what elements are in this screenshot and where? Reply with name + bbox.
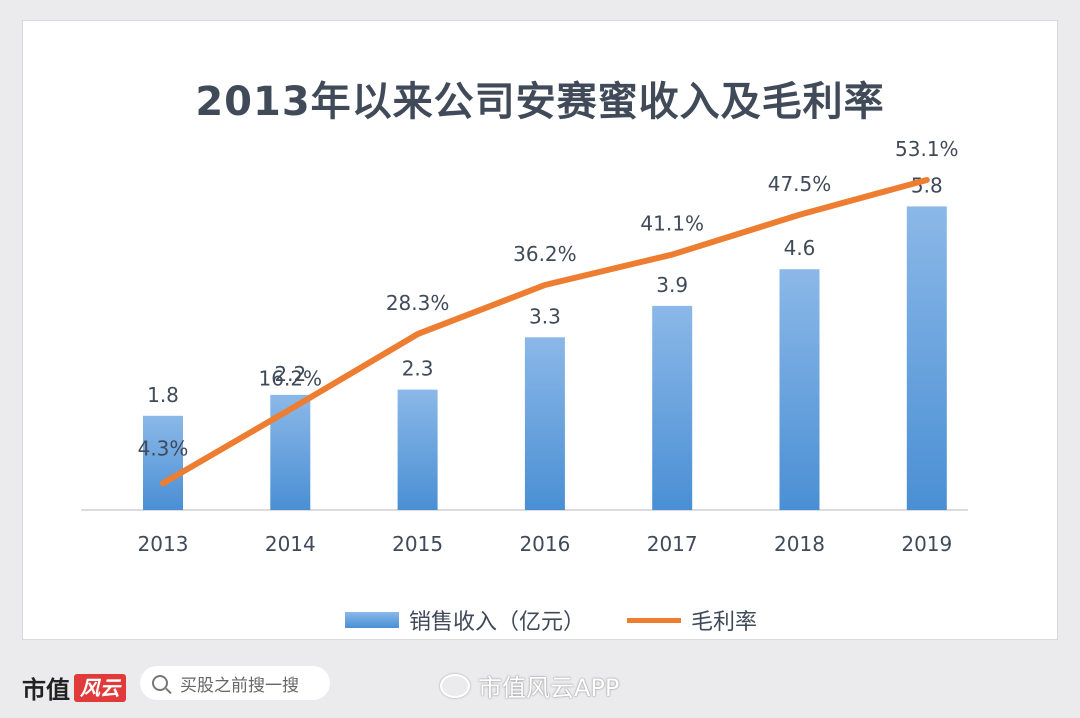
x-tick-2014: 2014 [265,532,316,556]
x-tick-2015: 2015 [392,532,443,556]
legend-bar-swatch [345,612,399,628]
brand-stamp: 风云 [74,673,126,702]
chart-plot: 1.8 2013 2.2 2014 2.3 2015 3.3 2016 3.9 2017 4.6 20… [81,137,968,556]
watermark: 市值风云APP [440,668,619,703]
x-tick-2018: 2018 [774,532,825,556]
x-tick-2017: 2017 [647,532,698,556]
gross-margin-line [160,176,930,487]
bar-label-2017: 3.9 [656,273,688,297]
chart-card: 2013年以来公司安赛蜜收入及毛利率 1.8 2013 2.2 2014 2.3 2015… [22,20,1058,640]
x-tick-2019: 2019 [901,532,952,556]
footer: 市值 风云 买股之前搜一搜 市值风云APP [0,648,1080,718]
bar-label-2014: 2.2 [274,362,306,386]
bar-2016 [524,337,565,510]
bar-label-2013: 1.8 [147,383,179,407]
brand-logo: 市值 风云 [22,670,126,705]
bar-label-2016: 3.3 [529,304,561,328]
bar-2017 [652,305,693,510]
line-label-2019: 53.1% [895,137,959,161]
legend-line-swatch [627,617,682,623]
chart-legend: 销售收入（亿元） 毛利率 [345,604,757,636]
line-label-2017: 41.1% [640,212,704,236]
x-tick-2013: 2013 [138,532,189,556]
bar-label-2015: 2.3 [402,357,434,381]
bar-2013 [143,415,183,510]
bar-2015 [397,389,438,510]
search-icon [152,675,168,691]
chart-title: 2013年以来公司安赛蜜收入及毛利率 [195,79,885,125]
bar-2019 [906,206,947,510]
line-label-2018: 47.5% [768,172,832,196]
line-label-2015: 28.3% [386,291,450,315]
bar-label-2018: 4.6 [784,236,816,260]
legend-line-label: 毛利率 [691,610,758,635]
line-label-2014: 16.2% [259,366,323,390]
search-button[interactable]: 买股之前搜一搜 [140,666,330,700]
x-tick-2016: 2016 [519,532,570,556]
brand-text: 市值 [22,676,70,704]
watermark-text: 市值风云APP [478,674,620,702]
line-label-2016: 36.2% [513,242,577,266]
search-label: 买股之前搜一搜 [180,675,299,696]
line-label-2013: 4.3% [138,436,189,460]
bar-2018 [779,269,820,510]
legend-bar-label: 销售收入（亿元） [409,610,586,635]
weibo-icon [440,673,470,698]
